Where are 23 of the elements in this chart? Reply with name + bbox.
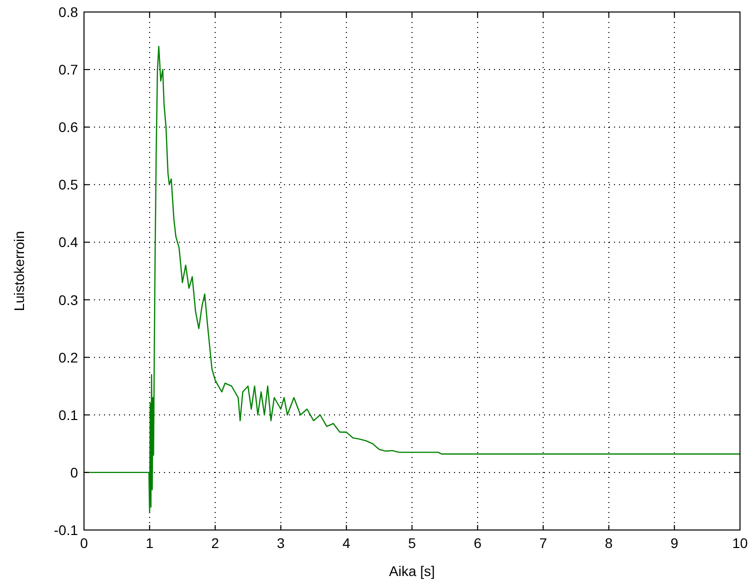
x-tick-label: 7 bbox=[539, 535, 548, 551]
x-tick-label: 5 bbox=[408, 535, 416, 551]
y-tick-label: 0.3 bbox=[58, 292, 78, 308]
x-tick-label: 6 bbox=[474, 535, 482, 551]
x-tick-label: 2 bbox=[211, 535, 220, 551]
y-tick-label: 0.5 bbox=[58, 176, 78, 193]
y-tick-label: 0.2 bbox=[58, 349, 78, 366]
x-tick-label: 4 bbox=[342, 535, 350, 551]
y-tick-label: 0.4 bbox=[58, 234, 78, 250]
y-tick-label: 0.8 bbox=[58, 4, 78, 20]
x-tick-label: 8 bbox=[604, 535, 613, 551]
x-tick-label: 1 bbox=[146, 535, 154, 551]
y-tick-label: 0 bbox=[70, 464, 78, 480]
y-tick-label: 0.7 bbox=[58, 62, 78, 78]
x-axis-title: Aika [s] bbox=[389, 563, 435, 579]
y-axis-title: Luistokerroin bbox=[11, 230, 27, 312]
y-tick-label: 0.6 bbox=[58, 119, 78, 136]
x-tick-label: 0 bbox=[80, 535, 88, 551]
x-tick-label: 3 bbox=[276, 535, 285, 551]
x-tick-label: 9 bbox=[670, 535, 678, 551]
y-tick-label: -0.1 bbox=[54, 522, 78, 538]
x-tick-label: 10 bbox=[732, 535, 748, 551]
y-tick-label: 0.1 bbox=[58, 406, 78, 423]
